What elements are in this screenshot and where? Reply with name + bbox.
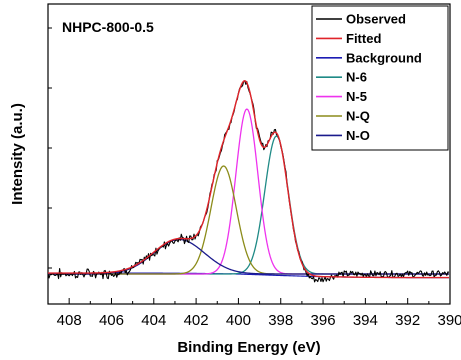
legend-label: N-5 [346, 89, 367, 104]
x-tick-label: 400 [226, 312, 251, 329]
x-tick-label: 394 [353, 312, 378, 329]
plot-frame [47, 3, 451, 305]
component-curve-n-o [48, 238, 449, 275]
component-curve-n-q [48, 165, 449, 275]
x-tick-label: 408 [57, 312, 82, 329]
legend-label: N-6 [346, 70, 367, 85]
x-tick-label: 392 [395, 312, 420, 329]
legend-label: Fitted [346, 31, 381, 46]
x-tick-label: 404 [141, 312, 166, 329]
x-tick-label: 398 [268, 312, 293, 329]
sample-label: NHPC-800-0.5 [62, 19, 154, 35]
y-axis-title: Intensity (a.u.) [9, 103, 26, 205]
plot-curves [47, 80, 450, 283]
x-tick-label: 390 [437, 312, 461, 329]
legend-label: N-O [346, 128, 370, 143]
x-axis-ticks: 408 406 404 402 400 398 396 394 392 390 [47, 27, 461, 329]
x-tick-label: 406 [99, 312, 124, 329]
x-axis-title: Binding Energy (eV) [177, 339, 320, 356]
legend-label: Background [346, 50, 422, 65]
legend: Observed Fitted Background N-6 N-5 N-Q N-O [311, 5, 449, 151]
x-tick-label: 396 [311, 312, 336, 329]
component-curve-n-6 [48, 135, 449, 275]
fitted-curve [48, 80, 449, 279]
legend-label: Observed [346, 12, 406, 27]
legend-label: N-Q [346, 109, 370, 124]
x-tick-label: 402 [184, 312, 209, 329]
legend-box [311, 5, 449, 151]
